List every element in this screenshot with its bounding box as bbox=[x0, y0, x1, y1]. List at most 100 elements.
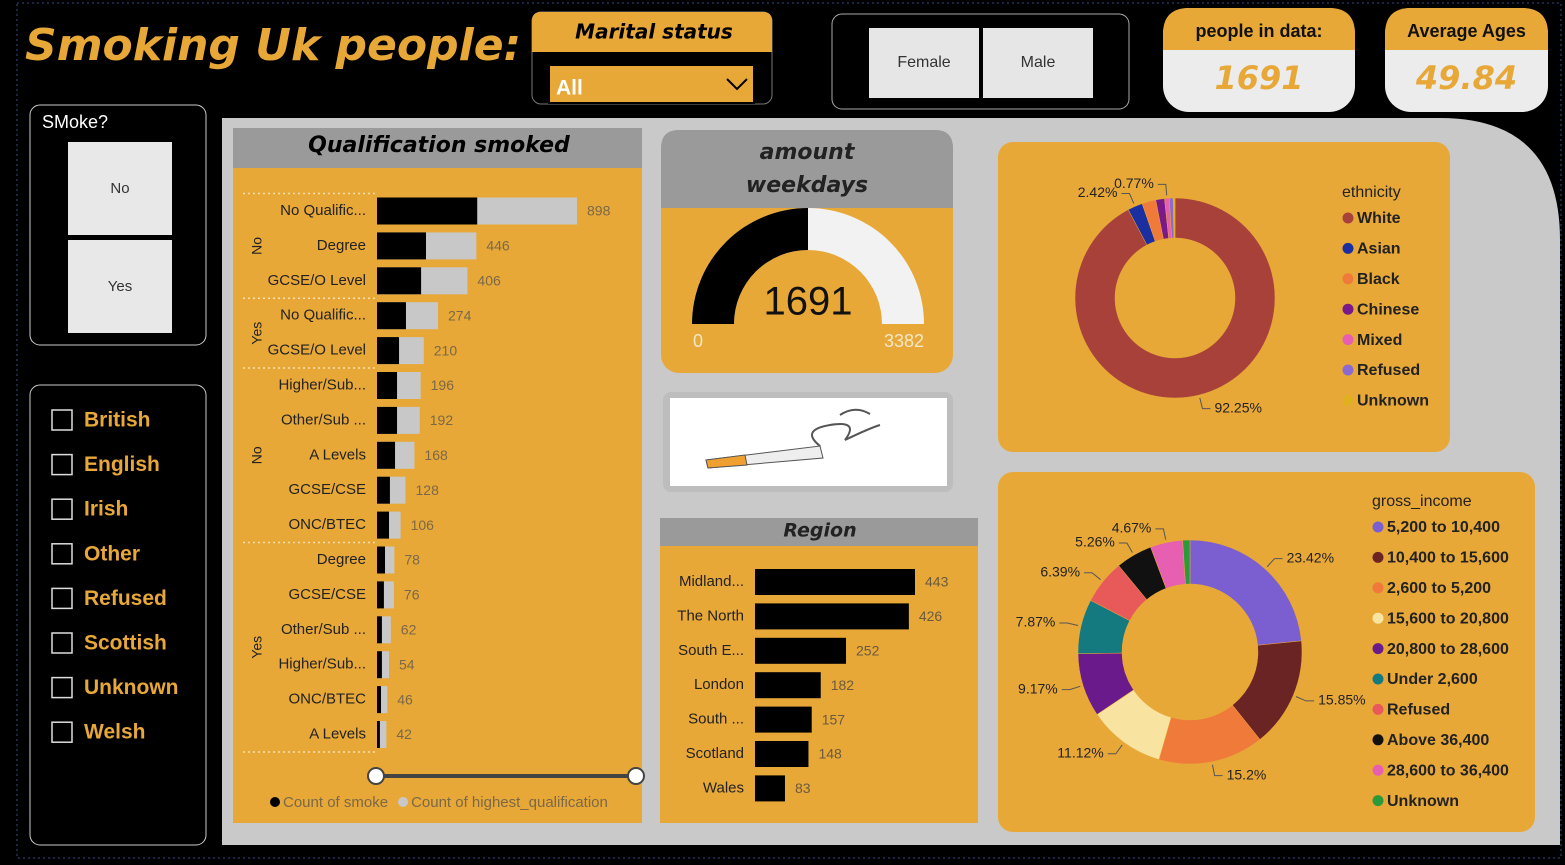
checkbox[interactable] bbox=[51, 587, 73, 610]
chart-title: Region bbox=[783, 520, 856, 542]
checkbox[interactable] bbox=[51, 453, 73, 476]
bar bbox=[377, 686, 388, 714]
data-label: 78 bbox=[404, 552, 420, 568]
bar bbox=[377, 511, 390, 539]
bar bbox=[377, 197, 478, 225]
bar bbox=[377, 406, 398, 434]
group-label: Yes bbox=[249, 636, 265, 659]
legend-marker bbox=[1342, 364, 1354, 376]
dropdown[interactable] bbox=[548, 64, 755, 104]
bar bbox=[377, 721, 380, 748]
panel-header bbox=[233, 128, 642, 168]
smoke bbox=[811, 423, 881, 447]
legend-label: 2,600 to 5,200 bbox=[1387, 580, 1491, 597]
category-label: Higher/Sub... bbox=[278, 376, 366, 393]
checkbox-label: Refused bbox=[84, 587, 167, 610]
chart-title: Qualification smoked bbox=[308, 133, 570, 158]
category-label: GCSE/CSE bbox=[288, 586, 366, 603]
legend-label: Refused bbox=[1387, 702, 1450, 719]
category-label: Other/Sub ... bbox=[281, 621, 366, 638]
card-label: people in data: bbox=[1195, 21, 1322, 41]
data-label: 106 bbox=[411, 517, 435, 533]
checkbox[interactable] bbox=[51, 498, 73, 520]
legend-label: 20,800 to 28,600 bbox=[1387, 641, 1509, 658]
data-label: 6.39% bbox=[1040, 563, 1080, 579]
cigarette-filter bbox=[705, 454, 748, 469]
dropdown-value: All bbox=[556, 77, 583, 100]
data-label: 62 bbox=[401, 622, 417, 638]
donut-slice bbox=[1172, 197, 1176, 239]
leader-line bbox=[1121, 192, 1135, 204]
data-label: 192 bbox=[430, 412, 454, 428]
data-label: 15.85% bbox=[1318, 692, 1365, 708]
checkbox-label: Other bbox=[84, 542, 140, 565]
card-label: Average Ages bbox=[1407, 21, 1526, 41]
checkbox[interactable] bbox=[51, 676, 73, 699]
category-label: South E... bbox=[678, 642, 744, 659]
data-label: 157 bbox=[822, 711, 846, 727]
data-label: 2.42% bbox=[1078, 184, 1118, 200]
data-label: 252 bbox=[856, 643, 880, 659]
panel-header bbox=[660, 518, 978, 546]
slider-handle[interactable] bbox=[367, 767, 385, 785]
gender-button[interactable] bbox=[869, 28, 979, 98]
legend-marker bbox=[398, 797, 409, 807]
gauge-value-label: 1691 bbox=[764, 280, 853, 324]
group-label: No bbox=[249, 446, 265, 464]
checkbox[interactable] bbox=[51, 409, 73, 431]
data-label: 7.87% bbox=[1016, 614, 1056, 630]
category-label: The North bbox=[677, 607, 744, 624]
checkbox-label: Welsh bbox=[84, 721, 145, 744]
bar bbox=[755, 637, 847, 664]
leader-line bbox=[1061, 685, 1081, 691]
legend-marker bbox=[1372, 643, 1384, 655]
legend-label: 10,400 to 15,600 bbox=[1387, 550, 1509, 567]
legend-marker bbox=[1372, 612, 1384, 624]
legend-marker bbox=[1372, 795, 1384, 807]
card-value: 49.84 bbox=[1415, 59, 1517, 97]
legend-label: Under 2,600 bbox=[1387, 671, 1478, 688]
legend-label: 15,600 to 20,800 bbox=[1387, 610, 1509, 627]
legend-marker bbox=[1342, 303, 1354, 315]
bar bbox=[377, 616, 382, 644]
bar bbox=[377, 267, 422, 295]
slicer-button[interactable] bbox=[68, 142, 172, 235]
checkbox[interactable] bbox=[51, 543, 73, 565]
slider-handle[interactable] bbox=[627, 767, 645, 785]
category-label: A Levels bbox=[309, 446, 366, 463]
frame bbox=[16, 2, 1562, 859]
gender-button[interactable] bbox=[983, 28, 1093, 98]
category-label: South ... bbox=[688, 711, 744, 728]
checkbox-label: Unknown bbox=[84, 676, 179, 699]
checkbox-label: Scottish bbox=[84, 632, 167, 655]
legend-marker bbox=[1372, 551, 1384, 563]
legend-label: Unknown bbox=[1387, 793, 1459, 810]
gender-button-label: Male bbox=[1021, 54, 1056, 71]
bar bbox=[377, 441, 396, 469]
legend-label: 28,600 to 36,400 bbox=[1387, 762, 1509, 779]
data-label: 5.26% bbox=[1075, 534, 1115, 550]
category-label: Higher/Sub... bbox=[278, 656, 366, 673]
slicer-header bbox=[532, 12, 772, 52]
data-label: 898 bbox=[587, 203, 611, 219]
data-label: 196 bbox=[431, 377, 455, 393]
checkbox[interactable] bbox=[51, 721, 73, 743]
category-label: ONC/BTEC bbox=[288, 516, 366, 533]
data-label: 168 bbox=[424, 447, 448, 463]
category-label: ONC/BTEC bbox=[288, 691, 366, 708]
category-label: GCSE/O Level bbox=[268, 342, 366, 359]
legend-marker bbox=[1372, 764, 1384, 776]
legend-marker bbox=[1372, 582, 1384, 594]
card-value: 1691 bbox=[1214, 59, 1303, 97]
checkbox[interactable] bbox=[51, 632, 73, 654]
group-label: No bbox=[249, 237, 265, 255]
category-label: No Qualific... bbox=[280, 202, 366, 219]
bar bbox=[377, 546, 386, 574]
slicer-button[interactable] bbox=[68, 240, 172, 333]
category-label: GCSE/O Level bbox=[268, 272, 366, 289]
data-label: 46 bbox=[397, 691, 413, 707]
leader-line bbox=[1107, 744, 1123, 755]
data-label: 76 bbox=[404, 587, 420, 603]
legend-label: Black bbox=[1357, 271, 1400, 288]
legend-label: Unknown bbox=[1357, 393, 1429, 410]
